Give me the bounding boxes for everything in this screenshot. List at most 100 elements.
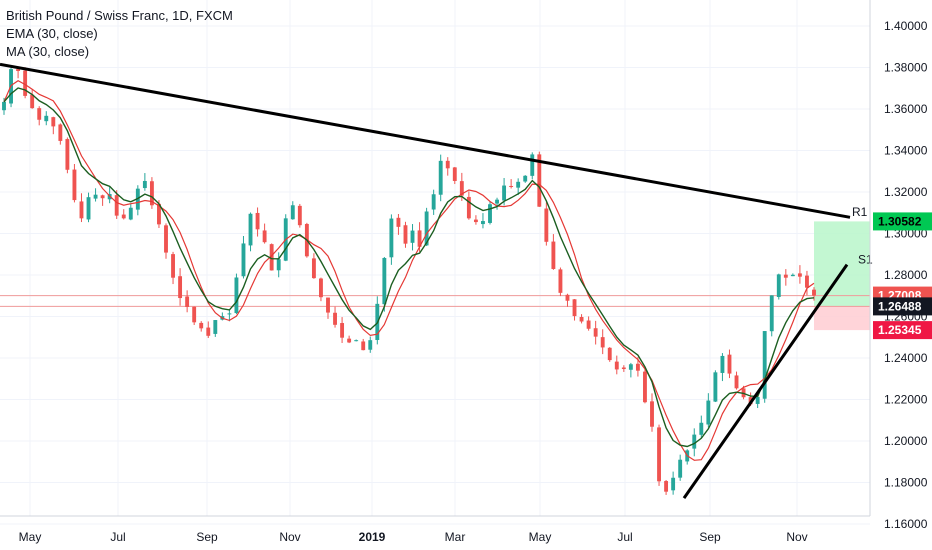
candle [544, 202, 549, 246]
candle [234, 273, 239, 315]
price-label-target[interactable]: 1.30582 [873, 212, 932, 231]
x-tick-label: Jul [617, 530, 632, 544]
candle-body [643, 371, 647, 403]
trendline-annotations: R1 S1 [852, 205, 873, 267]
candle [699, 415, 704, 439]
candle [326, 297, 330, 319]
candle [340, 317, 345, 343]
candle [488, 200, 492, 225]
candle-body [699, 422, 704, 435]
stop-loss-zone [814, 306, 870, 331]
candle [255, 207, 260, 237]
price-label-stop[interactable]: 1.25345 [873, 321, 932, 340]
candle-body [762, 331, 767, 399]
ema-indicator-label[interactable]: EMA (30, close) [6, 26, 98, 41]
candle [248, 212, 253, 252]
price-label-text: 1.25345 [878, 323, 922, 337]
price-axis[interactable]: 1.400001.380001.360001.340001.320001.300… [869, 0, 932, 531]
profit-target-zone [814, 221, 870, 307]
candle [797, 265, 802, 284]
candle-body [621, 367, 626, 370]
candle [481, 213, 485, 229]
candle [227, 309, 232, 322]
candle-body [783, 274, 788, 278]
candle [185, 290, 190, 313]
candle-body [262, 230, 267, 243]
time-axis[interactable]: May Jul Sep Nov 2019 Mar May Jul Sep Nov [0, 515, 870, 544]
candle-body [192, 306, 197, 323]
candle [600, 329, 605, 355]
candle [452, 166, 457, 185]
candle-body [389, 218, 394, 258]
candle-body [410, 230, 415, 243]
candle-body [713, 372, 718, 402]
candle-body [311, 258, 316, 279]
candle-body [269, 244, 274, 271]
candle [44, 111, 49, 126]
candle [628, 362, 633, 378]
candle [558, 267, 563, 297]
candle-body [326, 297, 330, 313]
candle-body [544, 208, 549, 242]
candle-body [628, 364, 633, 370]
candle-body [558, 269, 563, 293]
x-tick-label: Sep [196, 530, 218, 544]
candle [206, 321, 211, 339]
candle [586, 316, 591, 331]
x-tick-label: Nov [279, 530, 300, 544]
candle [530, 152, 535, 180]
candle [805, 270, 809, 296]
candle [368, 336, 373, 353]
y-tick-label: 1.20000 [884, 434, 928, 448]
candle [361, 338, 366, 351]
candle [121, 209, 126, 220]
candle-body [255, 212, 260, 230]
candle-body [333, 312, 337, 325]
candle-body [706, 400, 711, 425]
candle [79, 193, 84, 223]
candle [643, 366, 647, 404]
chart-grid [0, 0, 870, 525]
candle [65, 137, 70, 174]
candle-body [755, 397, 760, 404]
candle [621, 365, 626, 372]
y-tick-label: 1.24000 [884, 351, 928, 365]
candle [319, 277, 323, 302]
candle [58, 123, 63, 145]
candle-body [586, 320, 591, 329]
candle [297, 203, 302, 228]
candle-body [466, 196, 471, 219]
candle-body [199, 322, 204, 329]
candle-body [488, 204, 492, 223]
candle [572, 299, 577, 321]
candle-body [241, 243, 246, 277]
candle-body [797, 273, 802, 277]
candle [142, 173, 147, 191]
candle-body [650, 401, 654, 427]
candle [51, 116, 56, 135]
candle-body [44, 115, 49, 122]
candle-body [297, 205, 302, 226]
x-tick-label: 2019 [359, 530, 386, 544]
candle [438, 154, 443, 202]
candle-body [213, 320, 218, 334]
moving-average-lines [3, 79, 815, 461]
ma-indicator-label[interactable]: MA (30, close) [6, 44, 90, 59]
symbol-title[interactable]: British Pound / Swiss Franc, 1D, FXCM [6, 8, 233, 23]
trendlines[interactable] [0, 62, 851, 499]
price-label-entry[interactable]: 1.26488 [873, 297, 932, 316]
candle [333, 306, 337, 328]
candle-body [234, 277, 239, 314]
candle [692, 428, 697, 457]
support-trendline[interactable] [682, 263, 849, 499]
candle [311, 253, 316, 279]
candle [523, 175, 528, 183]
candle [565, 293, 570, 307]
candle-body [657, 427, 661, 482]
candle [671, 471, 676, 495]
candle-body [593, 328, 598, 337]
y-tick-label: 1.40000 [884, 19, 928, 33]
resistance-trendline[interactable] [0, 62, 851, 219]
candle [403, 221, 408, 248]
